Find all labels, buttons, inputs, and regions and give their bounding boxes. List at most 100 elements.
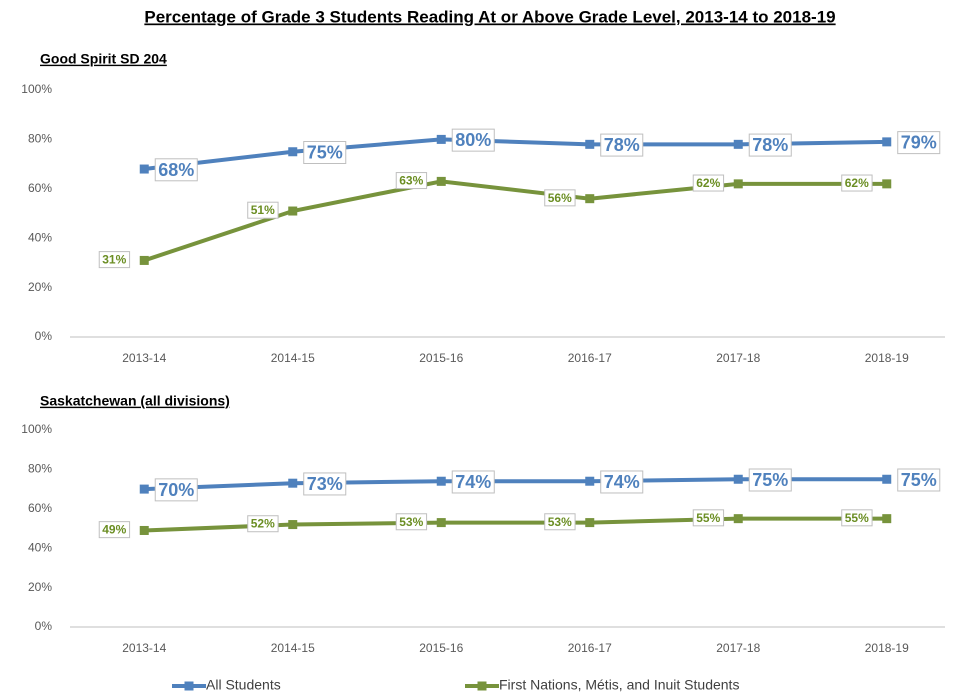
x-tick-label: 2013-14	[122, 641, 166, 655]
point-marker	[288, 520, 298, 530]
point-marker	[139, 525, 149, 535]
data-label: 75%	[897, 468, 941, 492]
y-tick-label: 60%	[28, 181, 52, 195]
data-label: 63%	[395, 172, 428, 190]
legend-marker	[477, 681, 487, 691]
x-tick-label: 2016-17	[568, 351, 612, 365]
point-marker	[585, 518, 595, 528]
data-label-box	[395, 172, 428, 190]
data-label: 78%	[600, 133, 644, 157]
data-label-box	[600, 470, 644, 494]
data-label-box	[154, 158, 198, 182]
data-label: 53%	[395, 513, 428, 531]
point-marker	[882, 514, 892, 524]
data-label-box	[247, 201, 279, 219]
data-label-text: 53%	[548, 515, 572, 529]
y-tick-label: 80%	[28, 462, 52, 476]
data-label-text: 79%	[901, 133, 937, 153]
data-label-text: 53%	[399, 515, 423, 529]
x-tick-label: 2016-17	[568, 641, 612, 655]
data-label-text: 73%	[307, 474, 343, 494]
data-label-box	[544, 513, 576, 531]
chart-title: Percentage of Grade 3 Students Reading A…	[144, 7, 835, 26]
point-marker	[288, 147, 298, 157]
data-label-text: 75%	[307, 143, 343, 163]
data-label-box	[897, 468, 941, 492]
y-tick-label: 0%	[35, 329, 53, 343]
x-tick-label: 2017-18	[716, 641, 760, 655]
data-label-box	[98, 521, 131, 539]
data-label-text: 51%	[251, 203, 275, 217]
data-label-box	[544, 189, 576, 207]
x-tick-label: 2015-16	[419, 351, 463, 365]
data-label: 79%	[897, 131, 941, 155]
data-label-text: 55%	[845, 511, 869, 525]
data-label: 56%	[544, 189, 576, 207]
data-label-text: 56%	[548, 191, 572, 205]
x-tick-label: 2014-15	[271, 351, 315, 365]
point-marker	[733, 474, 743, 484]
y-tick-label: 0%	[35, 619, 53, 633]
data-label-text: 78%	[604, 135, 640, 155]
y-tick-label: 20%	[28, 580, 52, 594]
x-tick-label: 2013-14	[122, 351, 166, 365]
data-label-box	[841, 509, 873, 527]
x-tick-label: 2014-15	[271, 641, 315, 655]
data-label-box	[154, 478, 198, 502]
data-label-box	[748, 468, 792, 492]
y-tick-label: 60%	[28, 501, 52, 515]
data-label: 53%	[544, 513, 576, 531]
data-label: 80%	[451, 128, 495, 152]
data-label-text: 74%	[455, 472, 491, 492]
point-marker	[585, 194, 595, 204]
data-label-text: 31%	[102, 253, 126, 267]
point-marker	[733, 179, 743, 189]
data-label-text: 68%	[158, 160, 194, 180]
data-label-text: 74%	[604, 472, 640, 492]
data-label-box	[395, 513, 428, 531]
x-tick-label: 2018-19	[865, 351, 909, 365]
point-marker	[733, 514, 743, 524]
point-marker	[436, 134, 446, 144]
data-label-box	[897, 131, 941, 155]
data-label-text: 62%	[845, 176, 869, 190]
data-label: 51%	[247, 201, 279, 219]
point-marker	[288, 478, 298, 488]
point-marker	[436, 518, 446, 528]
data-label: 62%	[692, 174, 725, 192]
data-label: 52%	[247, 515, 279, 533]
data-label-text: 49%	[102, 523, 126, 537]
data-label: 78%	[748, 133, 792, 157]
data-label-box	[692, 174, 725, 192]
y-tick-label: 20%	[28, 280, 52, 294]
y-tick-label: 80%	[28, 132, 52, 146]
data-label: 68%	[154, 158, 198, 182]
point-marker	[436, 476, 446, 486]
series-line	[143, 179, 887, 263]
data-label: 49%	[98, 521, 131, 539]
x-tick-label: 2015-16	[419, 641, 463, 655]
point-marker	[882, 474, 892, 484]
y-tick-label: 40%	[28, 230, 52, 244]
data-label: 73%	[303, 472, 347, 496]
data-label: 70%	[154, 478, 198, 502]
point-marker	[585, 139, 595, 149]
data-label: 31%	[98, 251, 131, 269]
point-marker	[882, 179, 892, 189]
data-label-box	[247, 515, 279, 533]
point-marker	[436, 176, 446, 186]
data-label-text: 52%	[251, 517, 275, 531]
data-label-box	[303, 141, 347, 164]
y-tick-label: 100%	[21, 82, 52, 96]
data-label-box	[692, 509, 725, 527]
data-label-text: 75%	[752, 470, 788, 490]
data-label-box	[98, 251, 131, 269]
x-tick-label: 2017-18	[716, 351, 760, 365]
point-marker	[139, 484, 149, 494]
data-label: 74%	[600, 470, 644, 494]
data-label-text: 62%	[696, 176, 720, 190]
data-label: 55%	[841, 509, 873, 527]
point-marker	[139, 255, 149, 265]
y-tick-label: 40%	[28, 540, 52, 554]
